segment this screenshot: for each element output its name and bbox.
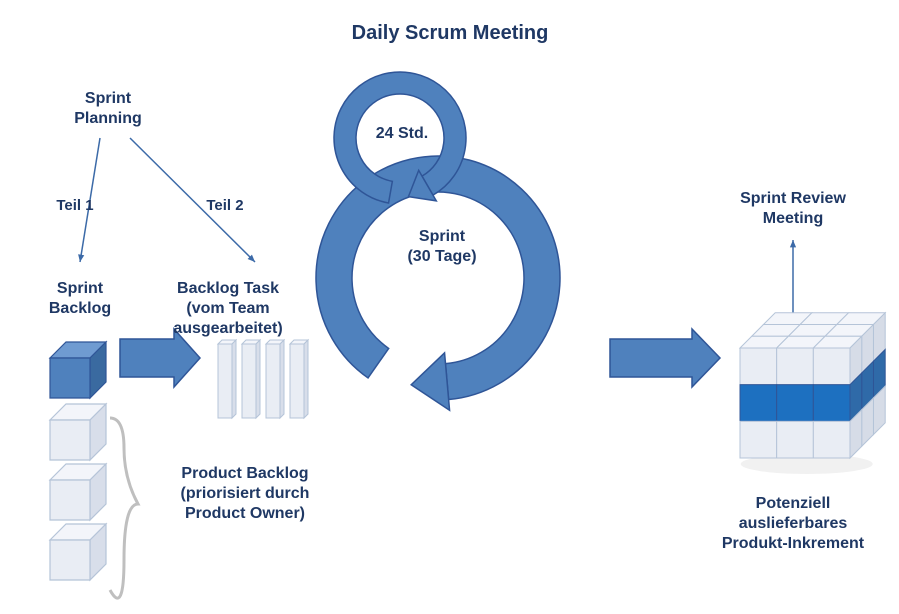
backlog-cube-2 [50,464,106,520]
sprint-backlog-label: SprintBacklog [20,279,140,319]
product-backlog-label: Product Backlog(priorisiert durchProduct… [145,464,345,524]
product-backlog-brace [110,418,138,598]
product-increment-cube [740,313,885,474]
teil2-label: Teil 2 [185,197,265,216]
teil1-label: Teil 1 [35,197,115,216]
sprint-planning-label: SprintPlanning [38,89,178,129]
arrow-increment-to-review [790,240,796,320]
backlog-cube-3 [50,524,106,580]
sprint-cycle-arrow [316,156,560,410]
arrow-sprint-to-increment [610,329,720,387]
backlog-task-label: Backlog Task(vom Teamausgearbeitet) [143,279,313,339]
daily-cycle-label: 24 Std. [352,124,452,144]
sprint-review-label: Sprint ReviewMeeting [708,189,878,229]
backlog-cube-0 [50,342,106,398]
backlog-cube-1 [50,404,106,460]
title-label: Daily Scrum Meeting [250,21,650,46]
backlog-task-bars [218,340,308,418]
increment-label: PotenziellauslieferbaresProdukt-Inkremen… [693,494,893,554]
sprint-cycle-label: Sprint(30 Tage) [382,227,502,267]
